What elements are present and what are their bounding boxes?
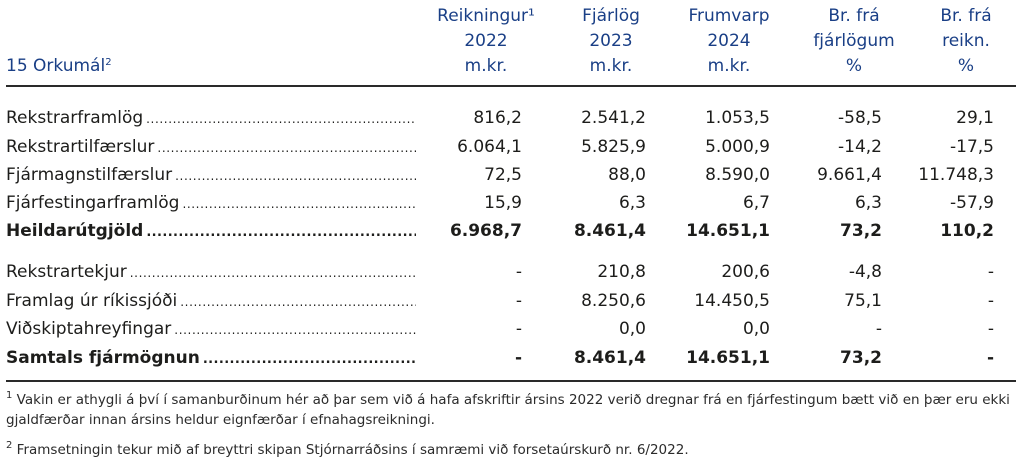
row-label: Rekstrartilfærslur [6,133,416,163]
cell-reikningur-2022: 6.968,7 [449,221,522,241]
cell-fjarlog-2023: 2.541,2 [581,108,646,128]
cell-br-fra-reikn: 29,1 [956,108,994,128]
cell-fjarlog-2023: 8.461,4 [573,348,646,368]
cell-frumvarp-2024: 0,0 [742,319,770,339]
cell-br-fra-reikn: 11.748,3 [918,165,994,185]
cell-reikningur-2022: - [514,348,522,368]
cell-br-fra-fjarlogum: 73,2 [840,221,882,241]
cell-br-fra-fjarlogum: -4,8 [848,262,882,282]
column-header-line: 2022 [464,31,508,51]
cell-fjarlog-2023: 210,8 [597,262,646,282]
cell-br-fra-reikn: 110,2 [940,221,994,241]
row-label: Fjárfestingarframlög [6,189,416,219]
row-label: Samtals fjármögnun [6,344,416,374]
column-header-fjarlog-2023: Fjárlög 2023 m.kr. [561,4,661,79]
cell-fjarlog-2023: 6,3 [618,193,646,213]
footnote-text: Vakin er athygli á því í samanburðinum h… [6,392,1010,428]
cell-br-fra-reikn: - [987,319,994,339]
table-row-framlag-ur-rikissjodi: Framlag úr ríkissjóði - 8.250,6 14.450,5… [0,287,1024,316]
table-row-vidskiptahreyfingar: Viðskiptahreyfingar - 0,0 0,0 - - [0,315,1024,344]
section-title: 15 Orkumál2 [6,54,112,79]
table-row-rekstrartekjur: Rekstrartekjur - 210,8 200,6 -4,8 - [0,258,1024,287]
column-header-line: fjárlögum [813,31,895,51]
table-row-fjarfestingarframlog: Fjárfestingarframlög 15,9 6,3 6,7 6,3 -5… [0,189,1024,218]
footnote-2: 2 Framsetningin tekur mið af breyttri sk… [6,440,1018,460]
cell-br-fra-reikn: - [987,291,994,311]
cell-fjarlog-2023: 0,0 [618,319,646,339]
column-header-line: m.kr. [464,56,508,76]
cell-reikningur-2022: - [515,262,522,282]
cell-frumvarp-2024: 6,7 [742,193,770,213]
cell-frumvarp-2024: 14.450,5 [694,291,770,311]
cell-br-fra-fjarlogum: -58,5 [838,108,882,128]
footnote-mark: 1 [6,390,13,401]
cell-reikningur-2022: - [515,319,522,339]
cell-frumvarp-2024: 200,6 [721,262,770,282]
cell-fjarlog-2023: 88,0 [608,165,646,185]
table-row-rekstrarframlog: Rekstrarframlög 816,2 2.541,2 1.053,5 -5… [0,104,1024,133]
column-header-line: Frumvarp [688,6,770,26]
header-rule [6,85,1016,87]
table-row-samtals-fjarmognun-total: Samtals fjármögnun - 8.461,4 14.651,1 73… [0,344,1024,373]
cell-br-fra-fjarlogum: -14,2 [838,137,882,157]
cell-br-fra-reikn: -17,5 [950,137,994,157]
cell-frumvarp-2024: 5.000,9 [705,137,770,157]
column-header-line: Fjárlög [582,6,640,26]
footnote-text: Framsetningin tekur mið af breyttri skip… [16,442,689,458]
column-header-line: Br. frá [940,6,992,26]
row-label: Framlag úr ríkissjóði [6,287,416,317]
row-label: Fjármagnstilfærslur [6,161,416,191]
footnote-1: 1 Vakin er athygli á því í samanburðinum… [6,390,1018,430]
cell-reikningur-2022: 816,2 [473,108,522,128]
cell-frumvarp-2024: 1.053,5 [705,108,770,128]
table-row-heildarutgjold-total: Heildarútgjöld 6.968,7 8.461,4 14.651,1 … [0,217,1024,246]
cell-br-fra-reikn: -57,9 [950,193,994,213]
cell-br-fra-fjarlogum: 73,2 [840,348,882,368]
cell-reikningur-2022: 6.064,1 [457,137,522,157]
column-header-br-fra-reikn: Br. frá reikn. % [918,4,1014,79]
cell-br-fra-fjarlogum: 75,1 [844,291,882,311]
column-header-reikningur-2022: Reikningur¹ 2022 m.kr. [418,4,554,79]
column-header-line: 2024 [707,31,751,51]
column-header-line: % [957,56,975,76]
footnote-mark: 2 [6,440,13,451]
column-header-frumvarp-2024: Frumvarp 2024 m.kr. [674,4,784,79]
column-header-line: m.kr. [707,56,751,76]
section-title-text: 15 Orkumál [6,56,106,76]
row-label: Viðskiptahreyfingar [6,315,416,345]
cell-reikningur-2022: 72,5 [484,165,522,185]
cell-frumvarp-2024: 14.651,1 [686,348,770,368]
cell-br-fra-fjarlogum: 9.661,4 [817,165,882,185]
table-row-fjarmagnstilfaerslur: Fjármagnstilfærslur 72,5 88,0 8.590,0 9.… [0,161,1024,190]
cell-reikningur-2022: 15,9 [484,193,522,213]
column-header-line: reikn. [942,31,990,51]
cell-frumvarp-2024: 8.590,0 [705,165,770,185]
row-label: Heildarútgjöld [6,217,416,247]
column-header-br-fra-fjarlogum: Br. frá fjárlögum % [795,4,913,79]
cell-br-fra-fjarlogum: - [875,319,882,339]
cell-br-fra-reikn: - [987,262,994,282]
column-header-line: Br. frá [828,6,880,26]
table-row-rekstrartilfaerslur: Rekstrartilfærslur 6.064,1 5.825,9 5.000… [0,133,1024,162]
cell-br-fra-fjarlogum: 6,3 [854,193,882,213]
cell-reikningur-2022: - [515,291,522,311]
cell-fjarlog-2023: 5.825,9 [581,137,646,157]
column-header-line: Reikningur¹ [437,6,535,26]
column-header-line: 2023 [589,31,633,51]
cell-fjarlog-2023: 8.461,4 [573,221,646,241]
column-header-line: % [845,56,863,76]
row-label: Rekstrarframlög [6,104,416,134]
cell-fjarlog-2023: 8.250,6 [581,291,646,311]
section-title-footnote-mark: 2 [105,57,112,68]
cell-br-fra-reikn: - [986,348,994,368]
row-label: Rekstrartekjur [6,258,416,288]
table-bottom-rule [6,380,1016,382]
column-header-line: m.kr. [589,56,633,76]
cell-frumvarp-2024: 14.651,1 [686,221,770,241]
